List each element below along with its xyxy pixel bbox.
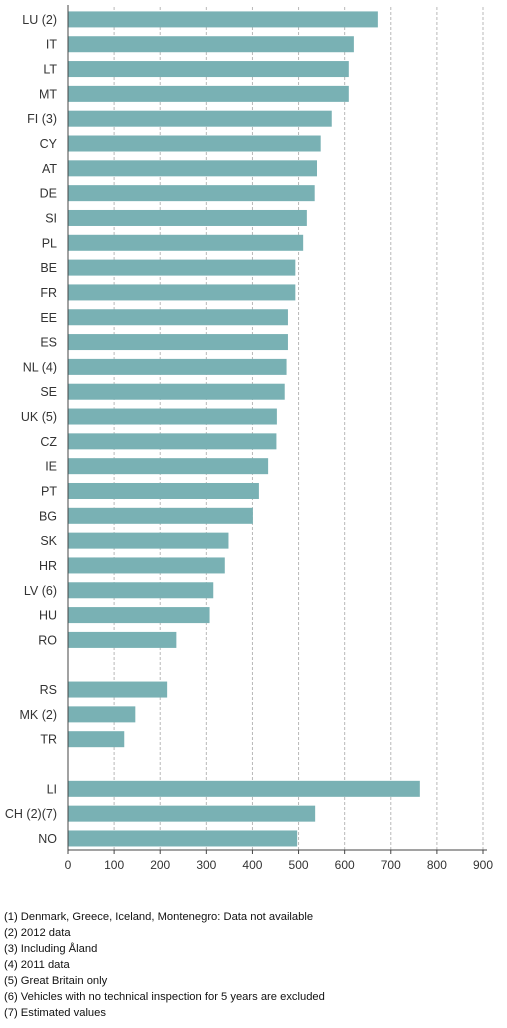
bar (68, 706, 136, 723)
x-tick-label: 600 (335, 858, 355, 872)
category-label: BG (39, 509, 57, 523)
category-label: MK (2) (20, 708, 58, 722)
bar (68, 358, 287, 375)
bar (68, 85, 349, 102)
bar (68, 408, 277, 425)
category-label: CZ (40, 435, 57, 449)
category-label: NL (4) (23, 360, 57, 374)
bar (68, 507, 253, 524)
category-label: SE (40, 385, 57, 399)
x-tick-label: 400 (242, 858, 262, 872)
category-label: TR (40, 733, 57, 747)
x-tick-label: 700 (381, 858, 401, 872)
category-label: EE (40, 311, 57, 325)
category-label: IT (46, 38, 57, 52)
x-tick-label: 800 (427, 858, 447, 872)
category-label: MT (39, 87, 57, 101)
footnote: (7) Estimated values (4, 1007, 106, 1019)
bar (68, 557, 225, 574)
footnote: (2) 2012 data (4, 927, 71, 939)
x-tick-label: 500 (289, 858, 309, 872)
bar (68, 805, 316, 822)
bar (68, 482, 259, 499)
x-tick-label: 0 (65, 858, 72, 872)
x-tick-label: 100 (104, 858, 124, 872)
category-label: NO (38, 832, 57, 846)
category-label: DE (40, 187, 57, 201)
footnote: (4) 2011 data (4, 959, 70, 971)
category-label: LU (2) (22, 13, 57, 27)
footnote: (5) Great Britain only (4, 975, 108, 987)
category-label: PT (41, 484, 57, 498)
bar-chart: LU (2) IT LT MT FI (3) CY AT DE SI PL BE FR EE ES NL (… (5, 5, 493, 872)
category-label: LI (47, 782, 57, 796)
bar (68, 209, 307, 226)
category-label: HU (39, 609, 57, 623)
bar (68, 532, 229, 549)
category-label: IE (45, 460, 57, 474)
x-tick-label: 900 (473, 858, 493, 872)
category-label: LT (43, 63, 57, 77)
category-label: HR (39, 559, 57, 573)
category-label: BE (40, 261, 57, 275)
bar (68, 681, 168, 698)
category-label: CY (40, 137, 58, 151)
x-tick-label: 200 (150, 858, 170, 872)
category-label: PL (42, 236, 57, 250)
category-label: ES (40, 336, 57, 350)
category-label: SI (45, 211, 57, 225)
category-label: UK (5) (21, 410, 57, 424)
category-label: FR (40, 286, 57, 300)
bar (68, 334, 288, 351)
bar (68, 110, 332, 127)
footnote: (3) Including Åland (4, 943, 98, 955)
x-tick-label: 300 (196, 858, 216, 872)
bar (68, 135, 321, 152)
bar (68, 11, 378, 28)
bar (68, 433, 277, 450)
footnote: (1) Denmark, Greece, Iceland, Montenegro… (4, 911, 314, 923)
bar (68, 631, 177, 648)
bar (68, 731, 125, 748)
bar (68, 309, 288, 326)
bar (68, 780, 420, 797)
bar (68, 830, 298, 847)
category-label: RO (38, 633, 57, 647)
category-label: FI (3) (27, 112, 57, 126)
bar (68, 61, 349, 78)
footnotes: (1) Denmark, Greece, Iceland, Montenegro… (4, 909, 504, 1021)
category-label: CH (2)(7) (5, 807, 57, 821)
category-label: AT (42, 162, 57, 176)
bar (68, 259, 296, 276)
bar (68, 185, 315, 202)
bar (68, 458, 269, 475)
category-label: RS (40, 683, 57, 697)
footnote: (6) Vehicles with no technical inspectio… (4, 991, 325, 1003)
bar (68, 36, 354, 53)
bar (68, 284, 296, 301)
category-label: LV (6) (24, 584, 57, 598)
bar (68, 582, 214, 599)
category-label: SK (40, 534, 57, 548)
bar (68, 234, 304, 251)
bar (68, 160, 317, 177)
bar (68, 383, 285, 400)
bar (68, 607, 210, 624)
